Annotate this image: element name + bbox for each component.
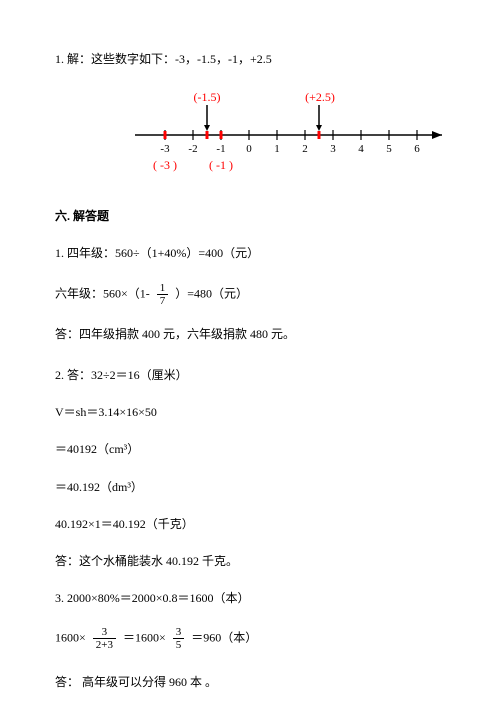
svg-text:-1: -1 (216, 143, 225, 155)
frac-num: 1 (157, 282, 169, 295)
p3-l2: 1600× 3 2+3 ＝1600× 3 5 ＝960（本） (55, 626, 445, 651)
svg-text:( -1 ): ( -1 ) (209, 158, 233, 172)
svg-text:( -3 ): ( -3 ) (153, 158, 177, 172)
p3-l3: 答： 高年级可以分得 960 本 。 (55, 673, 445, 692)
svg-text:(+2.5): (+2.5) (305, 90, 335, 104)
frac-den: 5 (173, 639, 185, 651)
p1-l2: 六年级：560×（1- 1 7 ）=480（元） (55, 282, 445, 307)
svg-text:1: 1 (274, 143, 280, 155)
p1-l2b: ）=480（元） (175, 286, 248, 300)
p2-l2: V＝sh＝3.14×16×50 (55, 403, 445, 422)
svg-text:2: 2 (302, 143, 308, 155)
frac-num: 3 (173, 626, 185, 639)
frac-num: 3 (93, 626, 116, 639)
svg-text:5: 5 (386, 143, 392, 155)
p2-l4: ＝40.192（dm³） (55, 478, 445, 497)
p3-frac2: 3 5 (173, 626, 185, 651)
p1-frac: 1 7 (157, 282, 169, 307)
p1-l1: 1. 四年级：560÷（1+40%）=400（元） (55, 244, 445, 263)
p3-frac1: 3 2+3 (93, 626, 116, 651)
number-line: -3 -2 -1 0 1 2 3 4 5 6 (-1.5) (+2.5) ( -3 ) ( -1 ) (85, 87, 445, 182)
frac-den: 2+3 (93, 639, 116, 651)
p3-l1: 3. 2000×80%＝2000×0.8＝1600（本） (55, 589, 445, 608)
section6-heading: 六. 解答题 (55, 207, 445, 226)
p1-l2a: 六年级：560×（1- (55, 286, 150, 300)
frac-den: 7 (157, 295, 169, 307)
p2-l1: 2. 答：32÷2＝16（厘米） (55, 366, 445, 385)
svg-text:3: 3 (330, 143, 336, 155)
svg-text:0: 0 (246, 143, 252, 155)
p2-l3: ＝40192（cm³） (55, 440, 445, 459)
svg-text:-2: -2 (188, 143, 197, 155)
svg-text:-3: -3 (160, 143, 170, 155)
p1-l3: 答：四年级捐款 400 元，六年级捐款 480 元。 (55, 325, 445, 344)
p3-l2b: ＝1600× (123, 631, 166, 645)
p3-l2a: 1600× (55, 631, 86, 645)
svg-text:(-1.5): (-1.5) (194, 90, 221, 104)
svg-text:6: 6 (414, 143, 420, 155)
p3-l2c: ＝960（本） (191, 631, 257, 645)
p2-l5: 40.192×1＝40.192（千克） (55, 515, 445, 534)
q1-title: 1. 解：这些数字如下：-3，-1.5，-1，+2.5 (55, 50, 445, 69)
p2-l6: 答：这个水桶能装水 40.192 千克。 (55, 552, 445, 571)
svg-text:4: 4 (358, 143, 364, 155)
